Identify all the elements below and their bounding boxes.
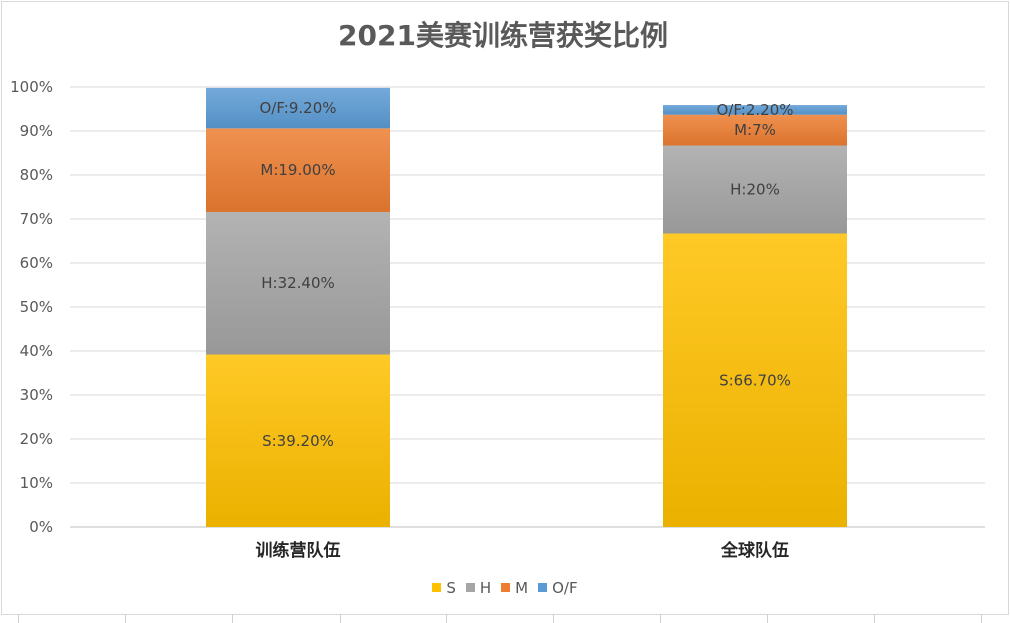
bars bbox=[206, 87, 847, 527]
y-tick-label: 80% bbox=[20, 166, 53, 184]
cell-gridline bbox=[981, 614, 982, 623]
y-tick-label: 0% bbox=[29, 518, 53, 536]
bar-segment bbox=[663, 233, 847, 527]
data-label: M:19.00% bbox=[260, 161, 335, 179]
cell-gridline bbox=[660, 614, 661, 623]
bar-segment bbox=[663, 114, 847, 146]
data-label: S:66.70% bbox=[719, 371, 791, 389]
y-tick-label: 30% bbox=[20, 386, 53, 404]
labels: 0% 10% 20% 30% 40% 50% 60% 70% 80% 90% 100% S:39.20… bbox=[10, 78, 793, 561]
cell-gridline bbox=[767, 614, 768, 623]
y-tick-label: 70% bbox=[20, 210, 53, 228]
cell-gridline bbox=[125, 614, 126, 623]
legend-swatch bbox=[432, 583, 442, 592]
chart-title: 2021美赛训练营获奖比例 bbox=[338, 19, 668, 52]
x-category-label: 训练营队伍 bbox=[256, 540, 341, 561]
bar-segment bbox=[206, 87, 390, 129]
legend-item: M bbox=[501, 579, 528, 597]
bar-segment bbox=[663, 145, 847, 234]
legend-swatch bbox=[465, 583, 475, 592]
y-tick-label: 50% bbox=[20, 298, 53, 316]
legend: S H M O/F bbox=[0, 578, 1010, 597]
data-label: H:32.40% bbox=[261, 274, 335, 292]
bar-segment bbox=[206, 211, 390, 355]
cell-gridline bbox=[340, 614, 341, 623]
bar-segment bbox=[206, 128, 390, 212]
legend-label: M bbox=[515, 578, 529, 597]
y-tick-label: 90% bbox=[20, 122, 53, 140]
y-tick-label: 10% bbox=[20, 474, 53, 492]
x-category-label: 全球队伍 bbox=[720, 540, 789, 561]
sheet-ruler bbox=[0, 614, 1010, 623]
data-label: S:39.20% bbox=[262, 432, 334, 450]
cell-gridline bbox=[18, 614, 19, 623]
y-tick-label: 20% bbox=[20, 430, 53, 448]
cell-gridline bbox=[446, 614, 447, 623]
cell-gridline bbox=[232, 614, 233, 623]
data-label: O/F:2.20% bbox=[716, 101, 793, 119]
cell-gridline bbox=[553, 614, 554, 623]
y-tick-label: 40% bbox=[20, 342, 53, 360]
legend-label: H bbox=[479, 578, 492, 597]
data-label: M:7% bbox=[734, 121, 776, 139]
legend-label: S bbox=[446, 578, 456, 597]
legend-label: O/F bbox=[552, 578, 578, 597]
bar-segment bbox=[663, 105, 847, 115]
cell-gridline bbox=[874, 614, 875, 623]
y-tick-label: 60% bbox=[20, 254, 53, 272]
bar-segment bbox=[206, 354, 390, 527]
legend-swatch bbox=[538, 583, 548, 592]
y-tick-label: 100% bbox=[10, 78, 53, 96]
legend-swatch bbox=[501, 583, 511, 592]
legend-item: S bbox=[432, 579, 456, 597]
data-label: O/F:9.20% bbox=[259, 99, 336, 117]
data-label: H:20% bbox=[730, 181, 780, 199]
legend-item: O/F bbox=[538, 579, 578, 597]
legend-item: H bbox=[465, 578, 492, 597]
